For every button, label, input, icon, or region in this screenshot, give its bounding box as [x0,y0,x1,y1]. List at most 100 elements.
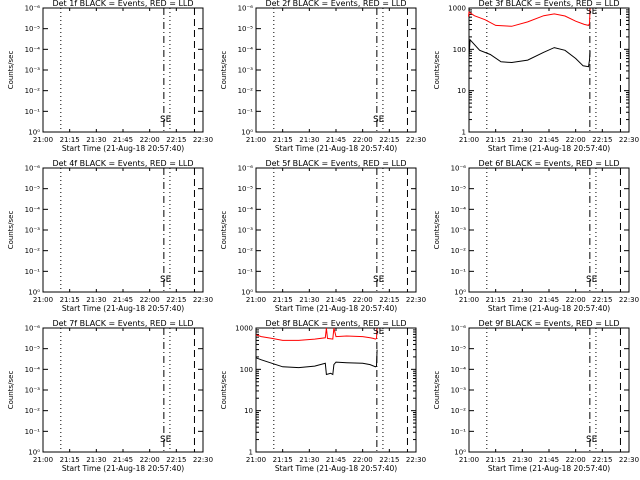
x-tick-label: 21:00 [246,456,266,464]
y-tick-label: 100 [453,46,466,54]
y-tick-label: 10⁻⁴ [238,206,254,214]
y-tick-label: 10⁻¹ [25,268,41,276]
y-tick-label: 10⁰ [28,449,40,457]
x-tick-label: 22:15 [379,136,399,144]
x-tick-label: 21:15 [486,296,506,304]
y-tick-label: 10⁻¹ [25,428,41,436]
x-tick-label: 21:30 [86,136,106,144]
x-tick-label: 21:45 [326,456,346,464]
x-tick-label: 21:00 [246,136,266,144]
chart-panel-6: Det 6f BLACK = Events, RED = LLD 21:00 21:… [433,159,639,313]
chart-panel-5: Det 5f BLACK = Events, RED = LLD 21:00 21:… [220,159,426,313]
x-tick-label: 21:15 [273,456,293,464]
chart-title: Det 9f BLACK = Events, RED = LLD [478,319,619,328]
y-axis-label: Counts/sec [433,51,441,90]
chart-title: Det 1f BLACK = Events, RED = LLD [52,0,193,8]
x-tick-label: 22:30 [406,136,426,144]
y-tick-label: 10⁻⁵ [25,25,41,33]
x-tick-label: 22:15 [379,456,399,464]
x-tick-label: 21:15 [60,456,80,464]
y-tick-label: 10⁻² [238,87,254,95]
x-tick-label: 21:30 [512,296,532,304]
x-tick-label: 21:30 [299,456,319,464]
x-tick-label: 21:15 [486,456,506,464]
x-axis-label: Start Time (21-Aug-18 20:57:40) [62,304,184,313]
plot-frame [42,327,204,453]
y-tick-label: 10⁻¹ [25,108,41,116]
x-tick-label: 22:00 [353,296,373,304]
y-tick-label: 10⁻⁴ [25,46,41,54]
y-tick-label: 10 [457,87,466,95]
plot-frame [468,327,630,453]
y-tick-label: 10⁻⁵ [238,25,254,33]
chart-panel-3: Det 3f BLACK = Events, RED = LLD 21:00 21:… [433,0,639,153]
y-tick-label: 10⁻³ [451,227,467,235]
x-tick-label: 21:45 [326,296,346,304]
y-tick-label: 10⁻² [451,247,467,255]
y-tick-label: 10⁰ [241,289,253,297]
x-tick-label: 22:30 [193,456,213,464]
x-tick-label: 21:45 [113,456,133,464]
x-tick-label: 21:00 [459,136,479,144]
x-tick-label: 21:30 [86,456,106,464]
chart-title: Det 4f BLACK = Events, RED = LLD [52,159,193,168]
chart-panel-9: Det 9f BLACK = Events, RED = LLD 21:00 21:… [433,319,639,473]
marker-label: SE [373,275,385,285]
y-tick-label: 10⁰ [28,129,40,137]
y-tick-label: 1000 [235,325,253,333]
x-tick-label: 21:00 [33,136,53,144]
x-tick-label: 21:30 [299,136,319,144]
marker-label: SE [373,115,385,125]
marker-label: SE [160,115,172,125]
y-axis-label: Counts/sec [7,211,15,250]
y-tick-label: 10⁻¹ [451,428,467,436]
chart-panel-2: Det 2f BLACK = Events, RED = LLD 21:00 21:… [220,0,426,153]
y-tick-label: 10⁻⁶ [238,165,254,173]
y-tick-label: 10⁻³ [25,387,41,395]
y-tick-label: 1 [462,129,466,137]
x-tick-label: 21:45 [326,136,346,144]
plot-frame [255,7,417,133]
y-tick-label: 10⁻⁴ [451,366,467,374]
plot-frame [42,167,204,293]
chart-title: Det 8f BLACK = Events, RED = LLD [265,319,406,328]
x-tick-label: 22:15 [166,456,186,464]
y-tick-label: 10⁻² [25,247,41,255]
y-tick-label: 10⁰ [28,289,40,297]
marker-label: SE [160,435,172,445]
y-tick-label: 10⁻⁵ [25,185,41,193]
x-tick-label: 22:15 [166,296,186,304]
plot-frame [468,167,630,293]
x-tick-label: 22:00 [140,456,160,464]
x-axis-label: Start Time (21-Aug-18 20:57:40) [488,464,610,473]
plot-frame [42,7,204,133]
marker-label: SE [586,435,598,445]
events-series-line [468,38,591,132]
x-tick-label: 22:00 [353,136,373,144]
plot-frame [255,167,417,293]
x-tick-label: 21:00 [33,296,53,304]
y-axis-label: Counts/sec [7,371,15,410]
marker-label: SE [160,275,172,285]
y-tick-label: 10⁻⁶ [451,165,467,173]
y-tick-label: 10⁻³ [238,227,254,235]
x-tick-label: 21:00 [459,456,479,464]
x-tick-label: 21:30 [86,296,106,304]
chart-panel-1: Det 1f BLACK = Events, RED = LLD 21:00 21:… [7,0,213,153]
x-tick-label: 22:15 [592,136,612,144]
chart-title: Det 5f BLACK = Events, RED = LLD [265,159,406,168]
y-tick-label: 10⁻³ [25,67,41,75]
x-tick-label: 22:00 [140,296,160,304]
y-tick-label: 100 [240,366,253,374]
y-tick-label: 10⁻⁴ [451,206,467,214]
y-axis-label: Counts/sec [433,371,441,410]
lld-series-line [468,7,591,27]
y-tick-label: 10⁻⁵ [451,185,467,193]
x-tick-label: 22:30 [406,296,426,304]
y-tick-label: 10⁰ [454,449,466,457]
y-tick-label: 10⁻⁶ [238,5,254,13]
y-tick-label: 10⁻³ [25,227,41,235]
y-axis-label: Counts/sec [220,371,228,410]
x-tick-label: 22:00 [566,456,586,464]
x-tick-label: 22:00 [353,456,373,464]
